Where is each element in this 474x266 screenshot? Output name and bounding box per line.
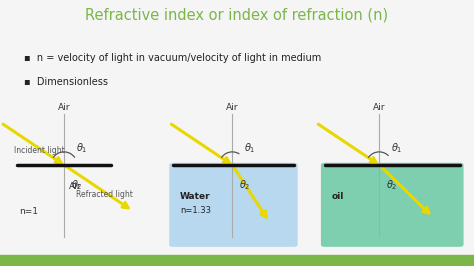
Text: Refractive index or index of refraction (n): Refractive index or index of refraction …	[85, 8, 389, 23]
Text: Incident light: Incident light	[14, 146, 65, 155]
Text: $\theta_2$: $\theta_2$	[386, 178, 398, 192]
Text: Water: Water	[180, 192, 211, 201]
Text: Refracted light: Refracted light	[76, 190, 133, 199]
Text: ▪  n = velocity of light in vacuum/velocity of light in medium: ▪ n = velocity of light in vacuum/veloci…	[24, 53, 321, 63]
Text: n=1.33: n=1.33	[180, 206, 211, 215]
Text: $\theta_1$: $\theta_1$	[391, 141, 402, 155]
Text: $\theta_1$: $\theta_1$	[244, 141, 255, 155]
Text: n=1: n=1	[19, 207, 38, 217]
Text: $\theta_2$: $\theta_2$	[239, 178, 251, 192]
Text: oil: oil	[332, 192, 344, 201]
Text: $\theta_2$: $\theta_2$	[71, 178, 82, 192]
Text: Air: Air	[226, 103, 238, 112]
Bar	[0, 255, 474, 266]
Text: Air: Air	[58, 103, 70, 112]
Text: Air: Air	[69, 182, 81, 191]
Text: Air: Air	[373, 103, 385, 112]
FancyBboxPatch shape	[321, 163, 464, 247]
Text: ▪  Dimensionless: ▪ Dimensionless	[24, 77, 108, 87]
FancyBboxPatch shape	[169, 163, 298, 247]
Text: $\theta_1$: $\theta_1$	[76, 141, 87, 155]
